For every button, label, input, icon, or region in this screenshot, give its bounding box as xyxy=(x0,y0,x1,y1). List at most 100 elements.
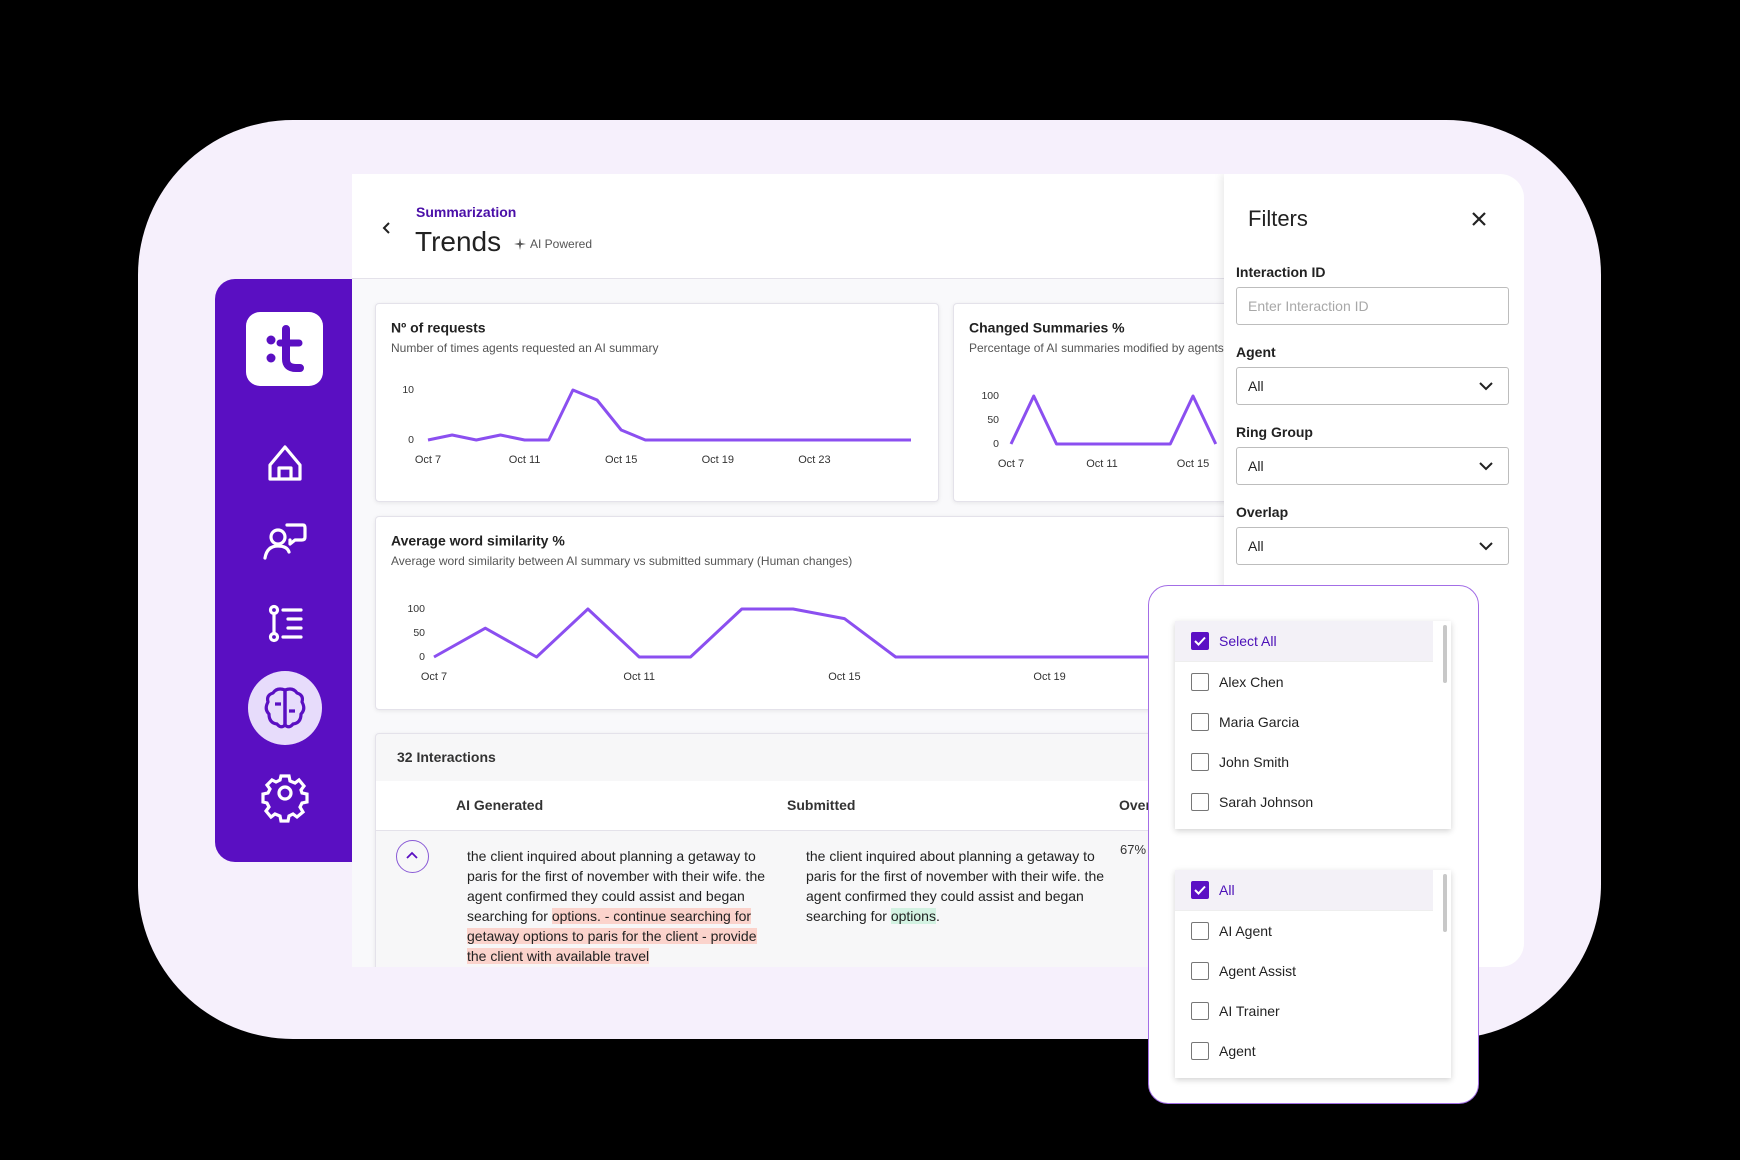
chart-subtitle: Percentage of AI summaries modified by a… xyxy=(969,341,1224,355)
checkbox[interactable] xyxy=(1191,753,1209,771)
option[interactable]: Select All xyxy=(1175,621,1433,662)
chart-title: Changed Summaries % xyxy=(969,320,1125,336)
checkbox[interactable] xyxy=(1191,673,1209,691)
chart: Changed Summaries % Percentage of AI summ… xyxy=(969,320,1224,470)
y-tick-label: 10 xyxy=(402,384,414,396)
checkbox[interactable] xyxy=(1191,713,1209,731)
option-label: Maria Garcia xyxy=(1219,714,1300,730)
option-label: AI Agent xyxy=(1219,923,1272,939)
summary-text: the client inquired about planning a get… xyxy=(806,846,1108,926)
chart-subtitle: Average word similarity between AI summa… xyxy=(391,554,852,568)
back-button[interactable] xyxy=(380,220,394,236)
option-label: All xyxy=(1219,882,1235,898)
checkbox[interactable] xyxy=(1191,793,1209,811)
list-icon[interactable] xyxy=(268,604,303,643)
logo[interactable] xyxy=(246,312,323,386)
table-row: the client inquired about planning a get… xyxy=(376,830,1256,967)
chevron-down-icon xyxy=(1479,382,1493,391)
data-line xyxy=(433,607,1153,659)
column-header-row: AI Generated Submitted Overlap xyxy=(376,781,1256,831)
scrollbar xyxy=(1443,874,1447,932)
scrollbar xyxy=(1443,625,1447,683)
x-tick-label: Oct 7 xyxy=(998,458,1024,470)
page-title: Trends xyxy=(415,226,502,257)
option[interactable]: Agent xyxy=(1175,1031,1451,1071)
chevron xyxy=(1479,382,1493,391)
checkbox[interactable] xyxy=(1191,922,1209,940)
select[interactable]: All xyxy=(1236,527,1509,565)
option-label: Agent Assist xyxy=(1219,963,1297,979)
checkbox[interactable] xyxy=(1191,881,1209,899)
x-tick-label: Oct 11 xyxy=(623,671,655,683)
option-list: Select All Alex Chen Maria Garcia John Smit… xyxy=(1175,621,1451,829)
y-tick-label: 100 xyxy=(407,603,425,615)
sidebar xyxy=(215,279,375,862)
chart-card: Nº of requests Number of times agents req… xyxy=(375,303,939,502)
filters-panel: Filters Interaction ID Enter Interaction … xyxy=(1224,174,1524,967)
chart-title: Average word similarity % xyxy=(391,533,565,549)
option[interactable]: AI Trainer xyxy=(1175,991,1451,1031)
text-input[interactable]: Enter Interaction ID xyxy=(1236,287,1509,325)
interactions-table: 32 Interactions AI Generated Submitted Ove… xyxy=(375,733,1257,967)
checkbox[interactable] xyxy=(1191,632,1209,650)
option[interactable]: All xyxy=(1175,870,1433,911)
close-button[interactable] xyxy=(1471,211,1487,227)
data-line xyxy=(1009,394,1218,446)
chart: Nº of requests Number of times agents req… xyxy=(391,320,911,466)
option[interactable]: Maria Garcia xyxy=(1175,702,1451,742)
field-label: Agent xyxy=(1236,344,1276,360)
option[interactable]: John Smith xyxy=(1175,742,1451,782)
ai-badge: AI Powered xyxy=(530,237,593,251)
x-tick-label: Oct 15 xyxy=(828,671,860,683)
x-tick-label: Oct 19 xyxy=(1033,671,1065,683)
field-label: Interaction ID xyxy=(1236,264,1326,280)
column-header: Submitted xyxy=(787,797,856,813)
home-icon[interactable] xyxy=(268,445,302,481)
agent-icon[interactable] xyxy=(263,523,307,560)
check xyxy=(1194,885,1206,895)
logo-mark xyxy=(266,325,304,372)
chevron xyxy=(1479,462,1493,471)
select[interactable]: All xyxy=(1236,447,1509,485)
option-label: Select All xyxy=(1219,633,1277,649)
chevron-down-icon xyxy=(1479,542,1493,551)
y-tick-label: 0 xyxy=(419,651,425,663)
breadcrumb[interactable]: Summarization xyxy=(416,204,517,220)
y-tick-label: 0 xyxy=(408,434,414,446)
text-segment: . xyxy=(935,908,940,924)
option-label: Sarah Johnson xyxy=(1219,794,1314,810)
table-body: the client inquired about planning a get… xyxy=(376,830,1256,967)
x-tick-label: Oct 11 xyxy=(1086,458,1118,470)
table-header: 32 Interactions xyxy=(376,734,1256,782)
option[interactable]: Alex Chen xyxy=(1175,662,1451,702)
x-tick-label: Oct 19 xyxy=(702,454,734,466)
checkbox[interactable] xyxy=(1191,1042,1209,1060)
option-label: Alex Chen xyxy=(1219,674,1284,690)
x-tick-label: Oct 7 xyxy=(421,671,447,683)
checkbox[interactable] xyxy=(1191,1002,1209,1020)
check xyxy=(1194,636,1206,646)
chevron xyxy=(1479,542,1493,551)
settings-icon[interactable] xyxy=(261,774,309,823)
field-label: Overlap xyxy=(1236,504,1289,520)
collapse-button[interactable] xyxy=(396,840,429,873)
option[interactable]: AI Agent xyxy=(1175,911,1451,951)
data-line xyxy=(427,388,911,442)
y-tick-label: 0 xyxy=(993,438,999,450)
option[interactable]: Agent Assist xyxy=(1175,951,1451,991)
x-tick-label: Oct 11 xyxy=(509,454,541,466)
check-icon xyxy=(1194,636,1206,646)
chart-title: Nº of requests xyxy=(391,320,486,336)
column-header: AI Generated xyxy=(456,797,544,813)
interaction-count: 32 Interactions xyxy=(397,749,496,765)
nav-icons xyxy=(248,445,322,823)
select[interactable]: All xyxy=(1236,367,1509,405)
chevron xyxy=(406,851,418,859)
text-segment: the client inquired about planning a get… xyxy=(467,848,766,924)
text-segment: the client inquired about planning a get… xyxy=(806,848,1105,924)
checkbox[interactable] xyxy=(1191,962,1209,980)
chart-card: Changed Summaries % Percentage of AI summ… xyxy=(953,303,1275,502)
option[interactable]: Sarah Johnson xyxy=(1175,782,1451,822)
sparkle-icon xyxy=(514,238,526,250)
